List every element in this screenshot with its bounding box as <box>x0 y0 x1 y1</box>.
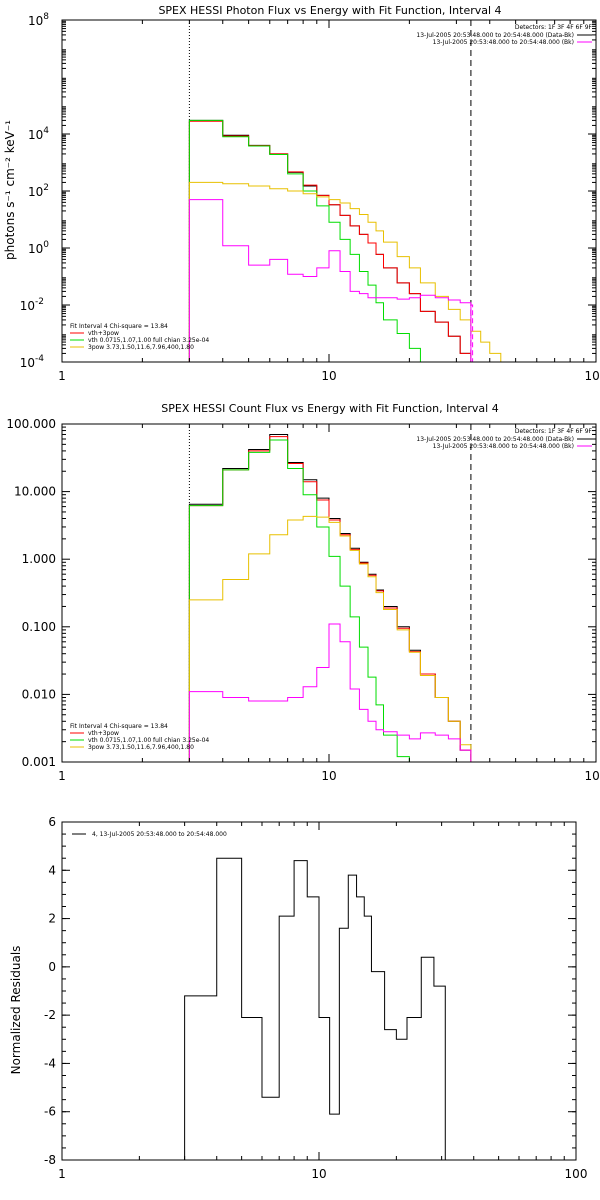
photon-flux-frame <box>61 19 597 363</box>
photon-series-5 <box>470 304 474 362</box>
y-tick-label: 0.100 <box>22 620 56 634</box>
photon-series-3 <box>188 181 545 362</box>
photon-flux-panel: SPEX HESSI Photon Flux vs Energy with Fi… <box>3 4 600 383</box>
residuals-panel: Normalized Residuals 1 10 100-8-6-4-20246 … <box>9 815 587 1181</box>
x-tick-label: 10 <box>321 769 336 783</box>
photon-series-1 <box>188 120 472 362</box>
photon-series-2 <box>188 119 449 362</box>
legend-fit-3pow: 3pow 3.73,1.50,11.6,7.96,400,1.80 <box>88 344 194 351</box>
residuals-ylabel: Normalized Residuals <box>9 946 23 1075</box>
y-tick-label: 102 <box>28 183 49 199</box>
x-tick-label: 1 <box>58 369 66 383</box>
legend-fit-header: Fit Interval 4 Chi-square = 13.84 <box>70 723 168 730</box>
y-tick-label: -4 <box>44 1056 56 1070</box>
legend-fit-vth: vth 0.0715,1.07,1.00 full chian 3.25e-04 <box>88 337 209 344</box>
legend-entry-data-bk: 13-Jul-2005 20:53:48.000 to 20:54:48.000… <box>416 436 574 443</box>
photon-series-0 <box>188 119 472 362</box>
y-tick-label: 0.001 <box>22 755 56 769</box>
y-tick-label: 104 <box>28 126 49 142</box>
legend-entry-data-bk: 13-Jul-2005 20:53:48.000 to 20:54:48.000… <box>416 32 574 39</box>
count-series-2 <box>188 439 449 762</box>
y-tick-label: 10-4 <box>20 354 45 370</box>
count-flux-plot-area <box>188 424 491 762</box>
residuals-plot-area <box>184 857 456 1160</box>
y-tick-label: 100.000 <box>6 417 56 431</box>
y-tick-label: -8 <box>44 1153 56 1167</box>
y-tick-label: -2 <box>44 1008 56 1022</box>
y-tick-label: 0 <box>48 960 56 974</box>
x-tick-label: 100 <box>565 1167 588 1181</box>
y-tick-label: 0.010 <box>22 687 56 701</box>
legend-entry-bk: 13-Jul-2005 20:53:48.000 to 20:54:48.000… <box>433 39 574 46</box>
x-tick-label: 100 <box>585 769 600 783</box>
count-flux-legend-fit: Fit Interval 4 Chi-square = 13.84 vth+3p… <box>70 723 209 751</box>
legend-entry-bk: 13-Jul-2005 20:53:48.000 to 20:54:48.000… <box>433 443 574 450</box>
legend-fit-vth3pow: vth+3pow <box>88 730 119 737</box>
residual-series-0 <box>184 857 456 1160</box>
photon-flux-axis-ticks: 1 10 100 10-4 10-2 100 102 104 108 <box>20 12 600 383</box>
y-tick-label: -6 <box>44 1105 56 1119</box>
count-flux-panel: SPEX HESSI Count Flux vs Energy with Fit… <box>6 402 600 783</box>
photon-flux-plot-area <box>188 20 545 362</box>
x-tick-label: 100 <box>585 369 600 383</box>
y-tick-label: 10-2 <box>20 297 44 313</box>
y-tick-label: 6 <box>48 815 56 829</box>
photon-flux-legend-fit: Fit Interval 4 Chi-square = 13.84 vth+3p… <box>70 323 209 351</box>
count-series-0 <box>188 433 472 762</box>
legend-fit-vth3pow: vth+3pow <box>88 330 119 337</box>
photon-series-4 <box>188 199 472 362</box>
count-flux-frame <box>61 423 597 763</box>
legend-fit-3pow: 3pow 3.73,1.50,11.6,7.96,400,1.80 <box>88 744 194 751</box>
legend-entry-interval: 4, 13-Jul-2005 20:53:48.000 to 20:54:48.… <box>92 831 227 838</box>
residuals-axis-ticks: 1 10 100 -8 -6 -4 -2 0 2 4 6 <box>44 815 587 1181</box>
legend-detectors-header: Detectors: 1F 3F 4F 6F 9F <box>515 428 593 435</box>
legend-fit-vth: vth 0.0715,1.07,1.00 full chian 3.25e-04 <box>88 737 209 744</box>
count-flux-legend-detectors: Detectors: 1F 3F 4F 6F 9F 13-Jul-2005 20… <box>416 428 592 450</box>
y-tick-label: 100 <box>28 240 49 256</box>
legend-detectors-header: Detectors: 1F 3F 4F 6F 9F <box>515 24 593 31</box>
y-tick-label: 10.000 <box>14 485 56 499</box>
photon-flux-title: SPEX HESSI Photon Flux vs Energy with Fi… <box>158 4 501 17</box>
count-series-3 <box>188 515 491 762</box>
x-tick-label: 1 <box>58 1167 66 1181</box>
y-tick-label: 1.000 <box>22 552 56 566</box>
y-tick-label: 108 <box>28 12 49 28</box>
y-tick-label: 2 <box>48 912 56 926</box>
count-flux-title: SPEX HESSI Count Flux vs Energy with Fit… <box>161 402 498 415</box>
count-flux-axis-ticks: 1 10 100 0.001 0.010 0.100 1.000 10.000 100.000 <box>6 417 600 783</box>
y-tick-label: 4 <box>48 863 56 877</box>
x-tick-label: 10 <box>321 369 336 383</box>
legend-fit-header: Fit Interval 4 Chi-square = 13.84 <box>70 323 168 330</box>
x-tick-label: 1 <box>58 769 66 783</box>
photon-flux-ylabel: photons s⁻¹ cm⁻² keV⁻¹ <box>3 120 17 260</box>
count-series-4 <box>188 623 472 762</box>
count-series-1 <box>188 436 472 762</box>
x-tick-label: 10 <box>311 1167 326 1181</box>
photon-flux-legend-detectors: Detectors: 1F 3F 4F 6F 9F 13-Jul-2005 20… <box>416 24 592 46</box>
residuals-legend: 4, 13-Jul-2005 20:53:48.000 to 20:54:48.… <box>72 831 227 838</box>
